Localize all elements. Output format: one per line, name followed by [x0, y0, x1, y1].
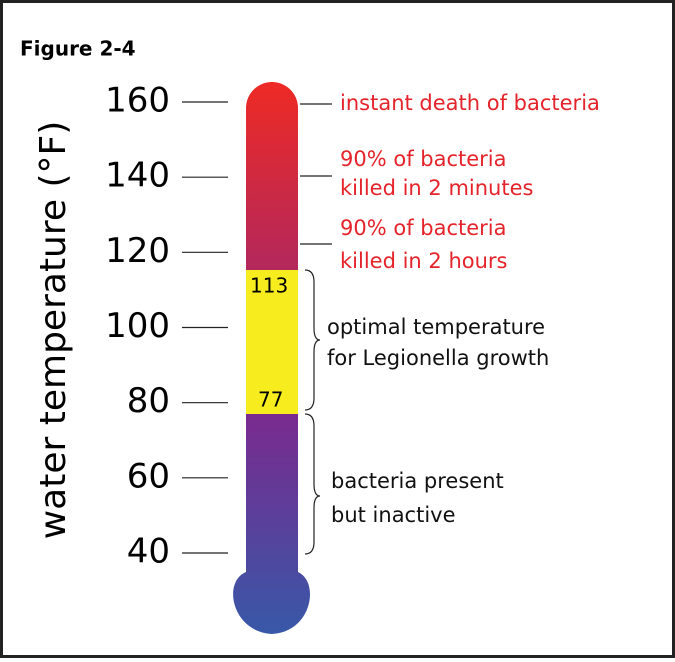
tick-label: 100 [105, 306, 170, 346]
bracket [304, 269, 321, 411]
labels: 160 140 120 100 80 60 40 113 77 instant death of … [105, 81, 600, 572]
tick-label: 140 [105, 156, 170, 196]
figure-title: Figure 2-4 [20, 37, 136, 61]
tick-label: 60 [127, 456, 170, 496]
growth-zone [246, 270, 298, 414]
hot-zone [246, 82, 298, 270]
annotation: 90% of bacteria [340, 147, 507, 171]
annotation: for Legionella growth [327, 346, 549, 370]
annotation: killed in 2 minutes [340, 176, 533, 200]
annotation: killed in 2 hours [340, 249, 508, 273]
annotation: 90% of bacteria [340, 216, 507, 240]
tick-label: 40 [127, 532, 170, 572]
tick-label: 80 [127, 381, 170, 421]
axis-label: water temperature (°F) [33, 121, 74, 540]
tick-label: 160 [105, 81, 170, 121]
marker-label: 77 [258, 388, 283, 412]
tick-label: 120 [105, 231, 170, 271]
annotation: but inactive [331, 503, 456, 527]
annotation: bacteria present [331, 469, 504, 493]
cold-zone [233, 414, 311, 634]
marker-label: 113 [250, 274, 288, 298]
connectors [300, 103, 332, 555]
annotation: instant death of bacteria [340, 91, 600, 115]
annotation: optimal temperature [327, 315, 545, 339]
bracket [304, 413, 321, 555]
